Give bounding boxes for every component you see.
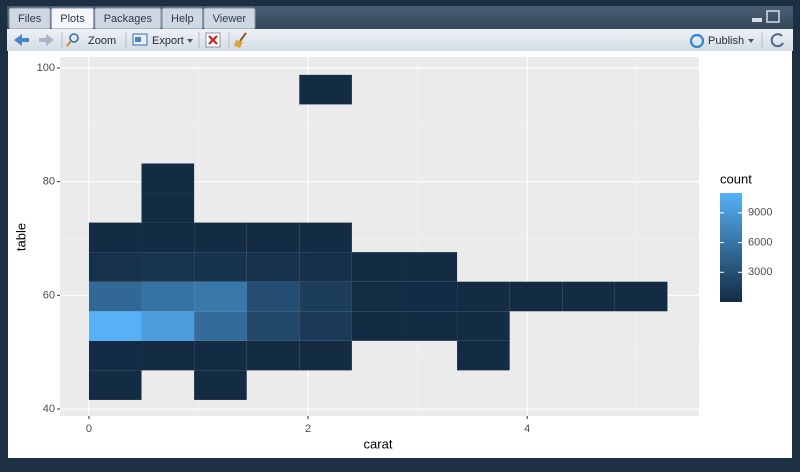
export-button[interactable]: Export: [132, 33, 193, 47]
tile: [351, 281, 405, 312]
tab-label: Help: [171, 13, 194, 25]
tile: [246, 311, 300, 341]
zoom-icon-handle: [66, 40, 72, 47]
tile: [457, 281, 510, 312]
tab-label: Files: [18, 13, 42, 25]
tile: [299, 252, 352, 282]
tile: [457, 340, 510, 371]
y-axis-title: table: [13, 223, 28, 251]
tile: [614, 281, 668, 312]
toolbar-items: Zoom Export Publish: [14, 32, 784, 49]
tile: [88, 340, 142, 371]
tile: [509, 281, 563, 312]
back-button[interactable]: [14, 34, 29, 46]
zoom-label: Zoom: [88, 35, 116, 47]
tabs: Files Plots Packages Help Viewer: [8, 7, 256, 30]
tile: [246, 222, 300, 253]
tile: [299, 311, 352, 341]
tile: [562, 281, 615, 312]
broom-head: [234, 40, 243, 48]
legend-title: count: [720, 171, 752, 186]
tile: [141, 252, 195, 282]
export-label: Export: [152, 35, 184, 47]
forward-button[interactable]: [39, 34, 54, 46]
x-tick-label: 0: [86, 423, 92, 435]
tile: [299, 340, 352, 371]
y-tick-label: 60: [43, 289, 55, 301]
tile: [88, 370, 142, 400]
tile: [141, 281, 195, 312]
x-tick-label: 4: [524, 423, 530, 435]
tile: [246, 340, 300, 371]
y-tick-label: 80: [43, 176, 55, 188]
tab-label: Packages: [104, 13, 153, 25]
legend-label: 9000: [748, 207, 772, 219]
legend-label: 3000: [748, 266, 772, 278]
tile: [141, 163, 195, 194]
remove-icon-x: [208, 35, 218, 45]
export-dropdown-arrow: [187, 39, 193, 43]
tile: [141, 311, 195, 341]
window-buttons: [752, 10, 780, 23]
refresh-button[interactable]: [770, 33, 784, 48]
remove-plot-button[interactable]: [205, 32, 221, 48]
tile: [194, 281, 247, 312]
publish-label: Publish: [708, 35, 744, 47]
tile: [141, 193, 195, 223]
tile: [246, 252, 300, 282]
tile: [299, 74, 352, 105]
publish-button[interactable]: Publish: [689, 33, 754, 49]
maximize-button[interactable]: [766, 10, 780, 23]
legend-label: 6000: [748, 236, 772, 248]
tile: [299, 222, 352, 253]
toolbar: [7, 29, 793, 51]
tab-label: Plots: [60, 13, 85, 25]
publish-dropdown-arrow: [748, 39, 754, 43]
tile: [194, 340, 247, 371]
tile: [141, 340, 195, 371]
tile: [194, 311, 247, 341]
tile: [88, 222, 142, 253]
minimize-button[interactable]: [752, 18, 762, 22]
tile: [404, 252, 458, 282]
x-tick-label: 2: [305, 423, 311, 435]
tile: [88, 252, 142, 282]
tile: [351, 252, 405, 282]
broom-handle: [239, 32, 247, 42]
colorbar: [720, 193, 742, 302]
tile: [457, 311, 510, 341]
x-axis-title: carat: [364, 436, 393, 451]
tile: [194, 252, 247, 282]
tile: [404, 311, 458, 341]
export-icon-detail: [135, 37, 141, 42]
y-tick-label: 40: [43, 403, 55, 415]
zoom-button[interactable]: Zoom: [66, 33, 116, 47]
tile: [88, 281, 142, 312]
tile: [88, 311, 142, 341]
tile: [246, 281, 300, 312]
y-tick-label: 100: [37, 62, 55, 74]
publish-icon: [689, 33, 705, 49]
tile: [194, 370, 247, 400]
tile: [404, 281, 458, 312]
tab-label: Viewer: [213, 13, 247, 25]
tile: [299, 281, 352, 312]
chart: carat table count 0 2 4 40 60 80 100 3000 6000 90…: [13, 57, 772, 451]
tile: [194, 222, 247, 253]
clear-plots-button[interactable]: [234, 32, 247, 48]
tile: [141, 222, 195, 253]
tile: [351, 311, 405, 341]
zoom-icon: [69, 33, 79, 43]
